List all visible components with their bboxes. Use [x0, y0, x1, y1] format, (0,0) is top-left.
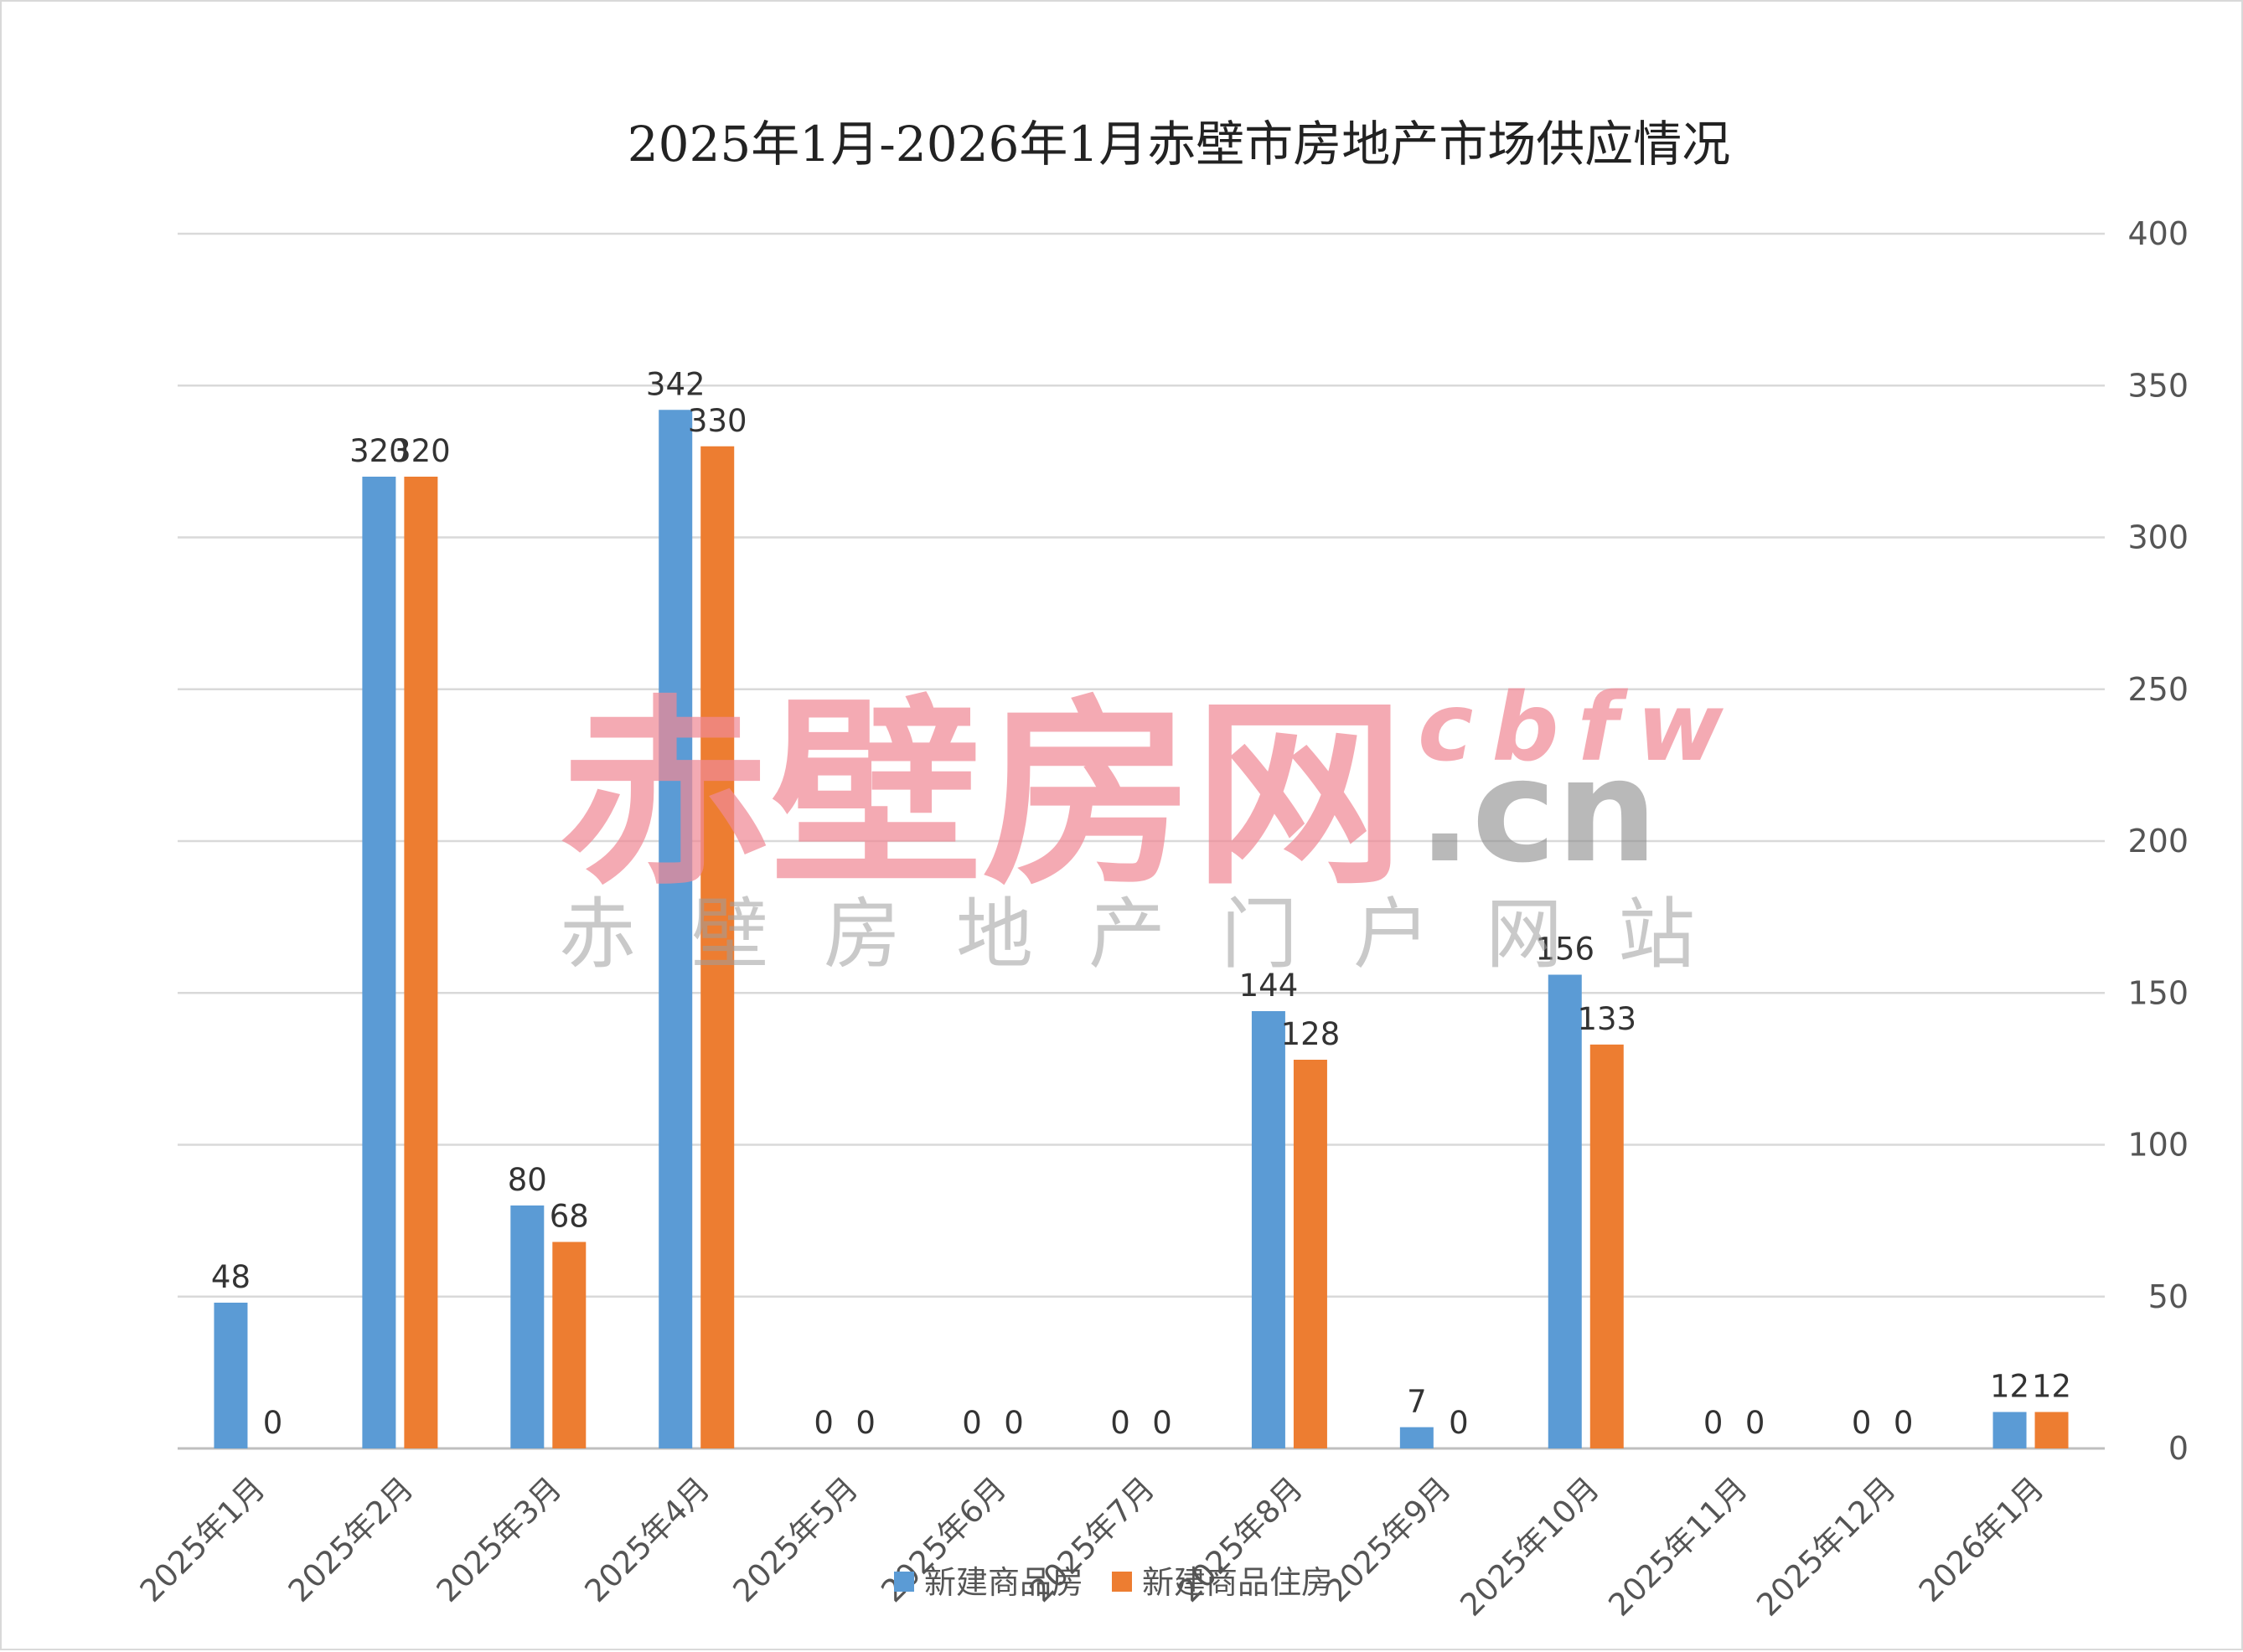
y-tick-label: 50 [2148, 1278, 2189, 1315]
data-label: 0 [1852, 1405, 1872, 1441]
watermark-tagline-char: 户 [1353, 890, 1430, 979]
x-category-label: 2025年4月 [578, 1470, 717, 1609]
data-label: 320 [349, 433, 409, 469]
x-category-label: 2025年5月 [726, 1470, 866, 1609]
bar [1293, 1060, 1327, 1448]
y-tick-label: 250 [2127, 671, 2189, 708]
data-label: 7 [1407, 1384, 1427, 1420]
legend-label: 新建商品房 [924, 1564, 1083, 1601]
data-label: 68 [550, 1199, 589, 1235]
data-label: 156 [1535, 932, 1594, 968]
x-axis-categories: 2025年1月 2025年2月 2025年3月 2025年4月 2025年5月 2025年… [133, 1470, 2051, 1624]
x-category-label: 2025年10月 [1454, 1470, 1607, 1624]
x-category-label: 2026年1月 [1912, 1470, 2051, 1609]
watermark-domain-top: cbfw [1418, 674, 1742, 782]
x-category-label: 2025年9月 [1319, 1470, 1458, 1609]
watermark-tagline: 赤壁房地产门户网站 [559, 890, 1695, 979]
legend-swatch [894, 1572, 914, 1592]
y-tick-label: 400 [2127, 215, 2189, 252]
bar [214, 1303, 248, 1448]
bar [404, 477, 438, 1448]
grid-lines [178, 232, 2105, 1450]
x-category-label: 2025年12月 [1749, 1470, 1903, 1624]
data-label: 0 [1449, 1405, 1469, 1441]
watermark-domain-bottom: .cn [1418, 729, 1657, 895]
data-label: 144 [1239, 968, 1299, 1004]
x-category-label: 2025年1月 [133, 1470, 272, 1609]
bar [700, 446, 735, 1448]
watermark-brand: 赤壁房网 [559, 678, 1405, 912]
legend-label: 新建商品住房 [1142, 1564, 1333, 1601]
data-label: 342 [646, 366, 705, 402]
data-label: 0 [1894, 1405, 1914, 1441]
data-label: 48 [211, 1259, 251, 1295]
data-label: 80 [508, 1162, 547, 1198]
data-label: 0 [1703, 1405, 1724, 1441]
y-axis-ticks: 0 50 100 150 200 250 300 350 400 [2127, 215, 2189, 1467]
chart-title: 2025年1月-2026年1月赤壁市房地产市场供应情况 [628, 116, 1731, 173]
bar [552, 1242, 587, 1448]
bar [2034, 1412, 2069, 1448]
bar [659, 410, 693, 1448]
data-label: 133 [1577, 1001, 1636, 1037]
bar [362, 477, 396, 1448]
x-category-label: 2025年3月 [430, 1470, 569, 1609]
watermark-tagline-char: 网 [1486, 890, 1563, 979]
bar [1992, 1412, 2027, 1448]
bar [1399, 1427, 1434, 1448]
data-label: 0 [1152, 1405, 1172, 1441]
data-label: 0 [1745, 1405, 1765, 1441]
y-tick-label: 100 [2127, 1127, 2189, 1164]
data-label: 128 [1281, 1016, 1341, 1052]
data-label: 0 [814, 1405, 834, 1441]
data-label: 320 [391, 433, 451, 469]
data-label: 0 [962, 1405, 982, 1441]
data-label: 0 [855, 1405, 876, 1441]
y-tick-label: 0 [2168, 1430, 2189, 1467]
bar [1548, 974, 1582, 1448]
y-tick-label: 300 [2127, 519, 2189, 556]
bar [510, 1205, 545, 1448]
watermark-tagline-char: 赤 [559, 890, 636, 979]
watermark-tagline-char: 壁 [691, 890, 768, 979]
data-label: 12 [1990, 1369, 2029, 1405]
bars [214, 410, 2069, 1448]
watermark-tagline-char: 房 [824, 890, 901, 979]
data-label: 0 [1004, 1405, 1024, 1441]
legend-swatch [1112, 1572, 1132, 1592]
watermark-tagline-char: 站 [1618, 890, 1695, 979]
watermark: 赤壁房网 cbfw .cn 赤壁房地产门户网站 [559, 674, 1742, 979]
watermark-tagline-char: 门 [1221, 890, 1298, 979]
data-label: 330 [688, 403, 747, 439]
bar [1589, 1044, 1624, 1448]
data-label: 12 [2032, 1369, 2071, 1405]
bar [1251, 1011, 1285, 1448]
x-category-label: 2025年2月 [282, 1470, 421, 1609]
x-category-label: 2025年11月 [1601, 1470, 1755, 1624]
y-tick-label: 350 [2127, 367, 2189, 404]
y-tick-label: 150 [2127, 974, 2189, 1011]
y-tick-label: 200 [2127, 823, 2189, 860]
watermark-tagline-char: 地 [956, 890, 1033, 979]
data-label: 0 [1110, 1405, 1130, 1441]
legend: 新建商品房 新建商品住房 [894, 1564, 1333, 1601]
data-label: 0 [263, 1405, 283, 1441]
watermark-tagline-char: 产 [1088, 890, 1165, 979]
